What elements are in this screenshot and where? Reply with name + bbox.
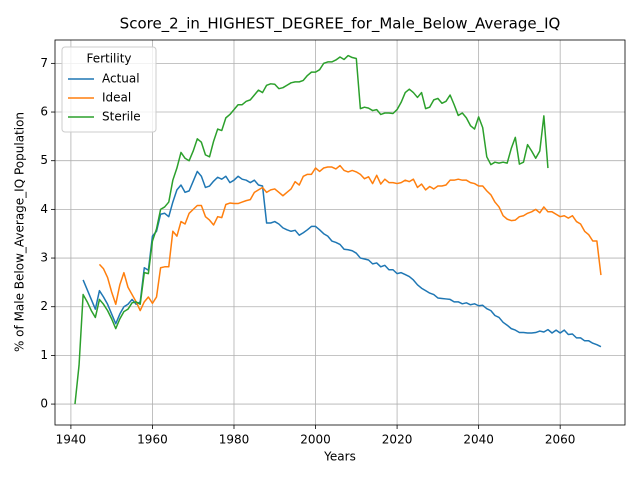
x-tick-label: 2020 (382, 433, 413, 447)
chart-title: Score_2_in_HIGHEST_DEGREE_for_Male_Below… (120, 15, 561, 34)
data-line (74, 54, 549, 405)
plot-frame (54, 39, 626, 426)
legend-box (61, 46, 157, 133)
legend-label: Ideal (102, 91, 131, 105)
x-tick-label: 2000 (300, 433, 331, 447)
y-tick-label: 4 (40, 202, 48, 216)
y-tick-label: 1 (40, 348, 48, 362)
x-tick-label: 1980 (219, 433, 250, 447)
legend-title: Fertility (86, 52, 131, 66)
y-tick-label: 5 (40, 153, 48, 167)
legend-label: Sterile (102, 110, 141, 124)
y-tick-label: 6 (40, 105, 48, 119)
y-axis-label: % of Male Below_Average_IQ Population (13, 112, 27, 352)
y-tick-label: 0 (40, 397, 48, 411)
x-tick-label: 1940 (56, 433, 87, 447)
x-tick-label: 1960 (137, 433, 168, 447)
x-axis-label: Years (323, 450, 356, 464)
x-tick-label: 2040 (463, 433, 494, 447)
data-line (98, 164, 602, 312)
legend-label: Actual (102, 72, 140, 86)
data-line (82, 170, 602, 348)
y-tick-label: 3 (40, 251, 48, 265)
y-tick-label: 2 (40, 299, 48, 313)
x-tick-label: 2060 (545, 433, 576, 447)
y-tick-label: 7 (40, 56, 48, 70)
legend: Fertility Actual Ideal Sterile (61, 46, 157, 133)
